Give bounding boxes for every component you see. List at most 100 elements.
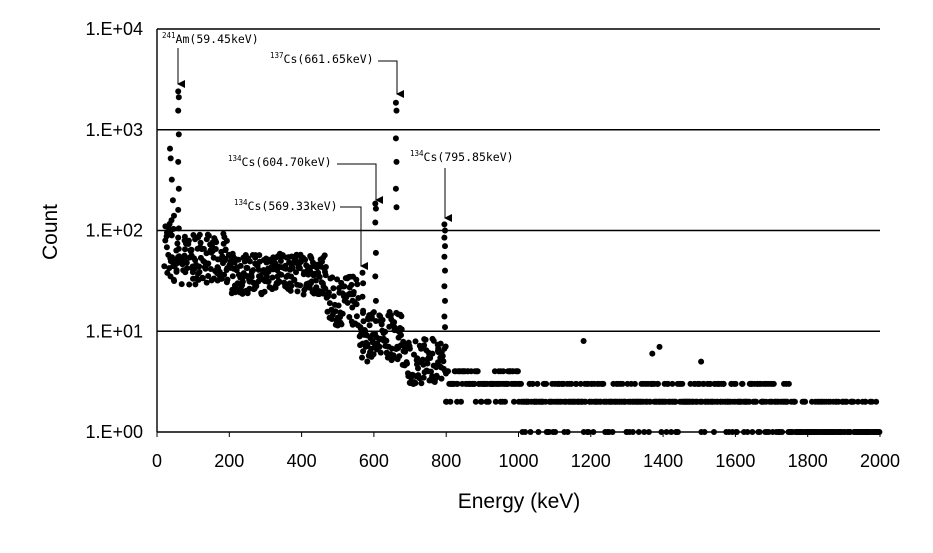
- spectrum-point: [341, 283, 348, 290]
- spectrum-point: [840, 398, 847, 405]
- spectrum-point: [514, 368, 521, 375]
- spectrum-point: [293, 269, 299, 276]
- peak-point: [442, 243, 448, 250]
- peak-point: [442, 267, 448, 274]
- peak-annotation-label: 134Cs(795.85keV): [410, 149, 514, 164]
- spectrum-point: [289, 265, 296, 272]
- peak-point: [175, 131, 182, 138]
- spectrum-point: [868, 398, 875, 405]
- spectrum-point: [171, 278, 178, 284]
- y-tick-label: 1.E+01: [85, 321, 143, 341]
- spectrum-point: [631, 380, 638, 387]
- peak-point: [441, 253, 448, 260]
- spectrum-point: [784, 398, 791, 405]
- spectrum-point: [256, 252, 263, 259]
- spectrum-point: [582, 398, 589, 405]
- spectrum-point: [418, 380, 425, 387]
- spectrum-point: [364, 358, 371, 365]
- spectrum-point: [492, 398, 499, 405]
- peak-point: [175, 225, 182, 232]
- spectrum-point: [429, 350, 436, 357]
- spectrum-point: [353, 313, 360, 320]
- spectrum-point: [672, 398, 679, 405]
- peak-point: [175, 88, 182, 95]
- peak-point: [175, 206, 182, 213]
- spectrum-point: [387, 312, 394, 319]
- spectrum-point: [665, 380, 672, 387]
- spectrum-point: [263, 273, 270, 280]
- peak-point: [360, 280, 367, 287]
- x-tick-label: 2000: [860, 451, 900, 471]
- spectrum-point: [167, 145, 173, 152]
- peak-point: [175, 94, 182, 101]
- spectrum-point: [370, 309, 377, 316]
- axes: 1.E+00 1.E+01 1.E+02 1.E+03 1.E+04 0 200 400 600…: [85, 19, 900, 471]
- spectrum-point: [261, 288, 268, 295]
- x-tick-label: 1000: [498, 451, 538, 471]
- spectrum-point: [404, 360, 410, 367]
- x-tick-label: 600: [359, 451, 389, 471]
- spectrum-point: [348, 281, 355, 288]
- spectrum-point: [406, 345, 413, 352]
- spectrum-point: [344, 299, 351, 306]
- spectrum-point: [500, 368, 507, 375]
- spectrum-point: [168, 232, 175, 239]
- spectrum-point: [739, 380, 746, 387]
- spectrum-point: [278, 271, 285, 278]
- isotope-mass-number: 241: [162, 31, 176, 40]
- spectrum-point: [302, 256, 309, 263]
- spectrum-point: [855, 398, 861, 405]
- spectrum-point: [181, 252, 188, 259]
- spectrum-point: [196, 263, 203, 270]
- peak-point: [360, 307, 367, 314]
- spectrum-point: [338, 321, 345, 328]
- spectrum-point: [222, 246, 229, 253]
- spectrum-point: [360, 318, 367, 325]
- spectrum-point: [386, 323, 393, 330]
- spectrum-point: [288, 282, 295, 289]
- spectrum-point: [173, 267, 180, 274]
- spectrum-point: [577, 380, 584, 387]
- spectrum-point: [415, 365, 421, 372]
- peak-point: [392, 99, 399, 106]
- isotope-mass-number: 137: [270, 51, 284, 60]
- spectrum-point: [167, 155, 174, 162]
- spectrum-point: [447, 398, 454, 405]
- spectrum-point: [237, 262, 244, 269]
- spectrum-point: [185, 237, 192, 244]
- spectrum-point: [360, 348, 367, 355]
- peak-point: [393, 204, 400, 211]
- x-tick-label: 1600: [715, 451, 755, 471]
- x-tick-label: 0: [152, 451, 162, 471]
- peak-annotation-label: 137Cs(661.65keV): [270, 51, 374, 66]
- spectrum-point: [359, 354, 365, 361]
- spectrum-point: [353, 301, 360, 308]
- spectrum-point: [269, 274, 276, 281]
- spectrum-point: [421, 342, 428, 349]
- spectrum-point: [212, 246, 219, 252]
- peak-point: [175, 234, 182, 241]
- peak-energy: (795.85keV): [437, 150, 513, 164]
- spectrum-point: [330, 285, 337, 292]
- peak-point: [175, 185, 182, 192]
- spectrum-point: [312, 277, 319, 284]
- spectrum-point: [244, 290, 251, 297]
- spectrum-point: [471, 380, 478, 387]
- spectrum-point: [440, 358, 447, 365]
- spectrum-point: [197, 239, 204, 246]
- spectrum-point: [379, 317, 386, 323]
- spectrum-point: [246, 258, 253, 265]
- y-tick-label: 1.E+04: [85, 19, 143, 39]
- spectrum-point: [698, 358, 705, 365]
- spectrum-point: [239, 278, 246, 285]
- isotope-symbol: Am: [176, 32, 190, 46]
- spectrum-point: [183, 259, 190, 266]
- spectrum-point: [370, 351, 377, 358]
- spectrum-point: [474, 368, 481, 375]
- spectrum-point: [791, 398, 798, 405]
- spectrum-point: [398, 313, 405, 320]
- spectrum-point: [223, 237, 230, 244]
- spectrum-point: [321, 252, 328, 259]
